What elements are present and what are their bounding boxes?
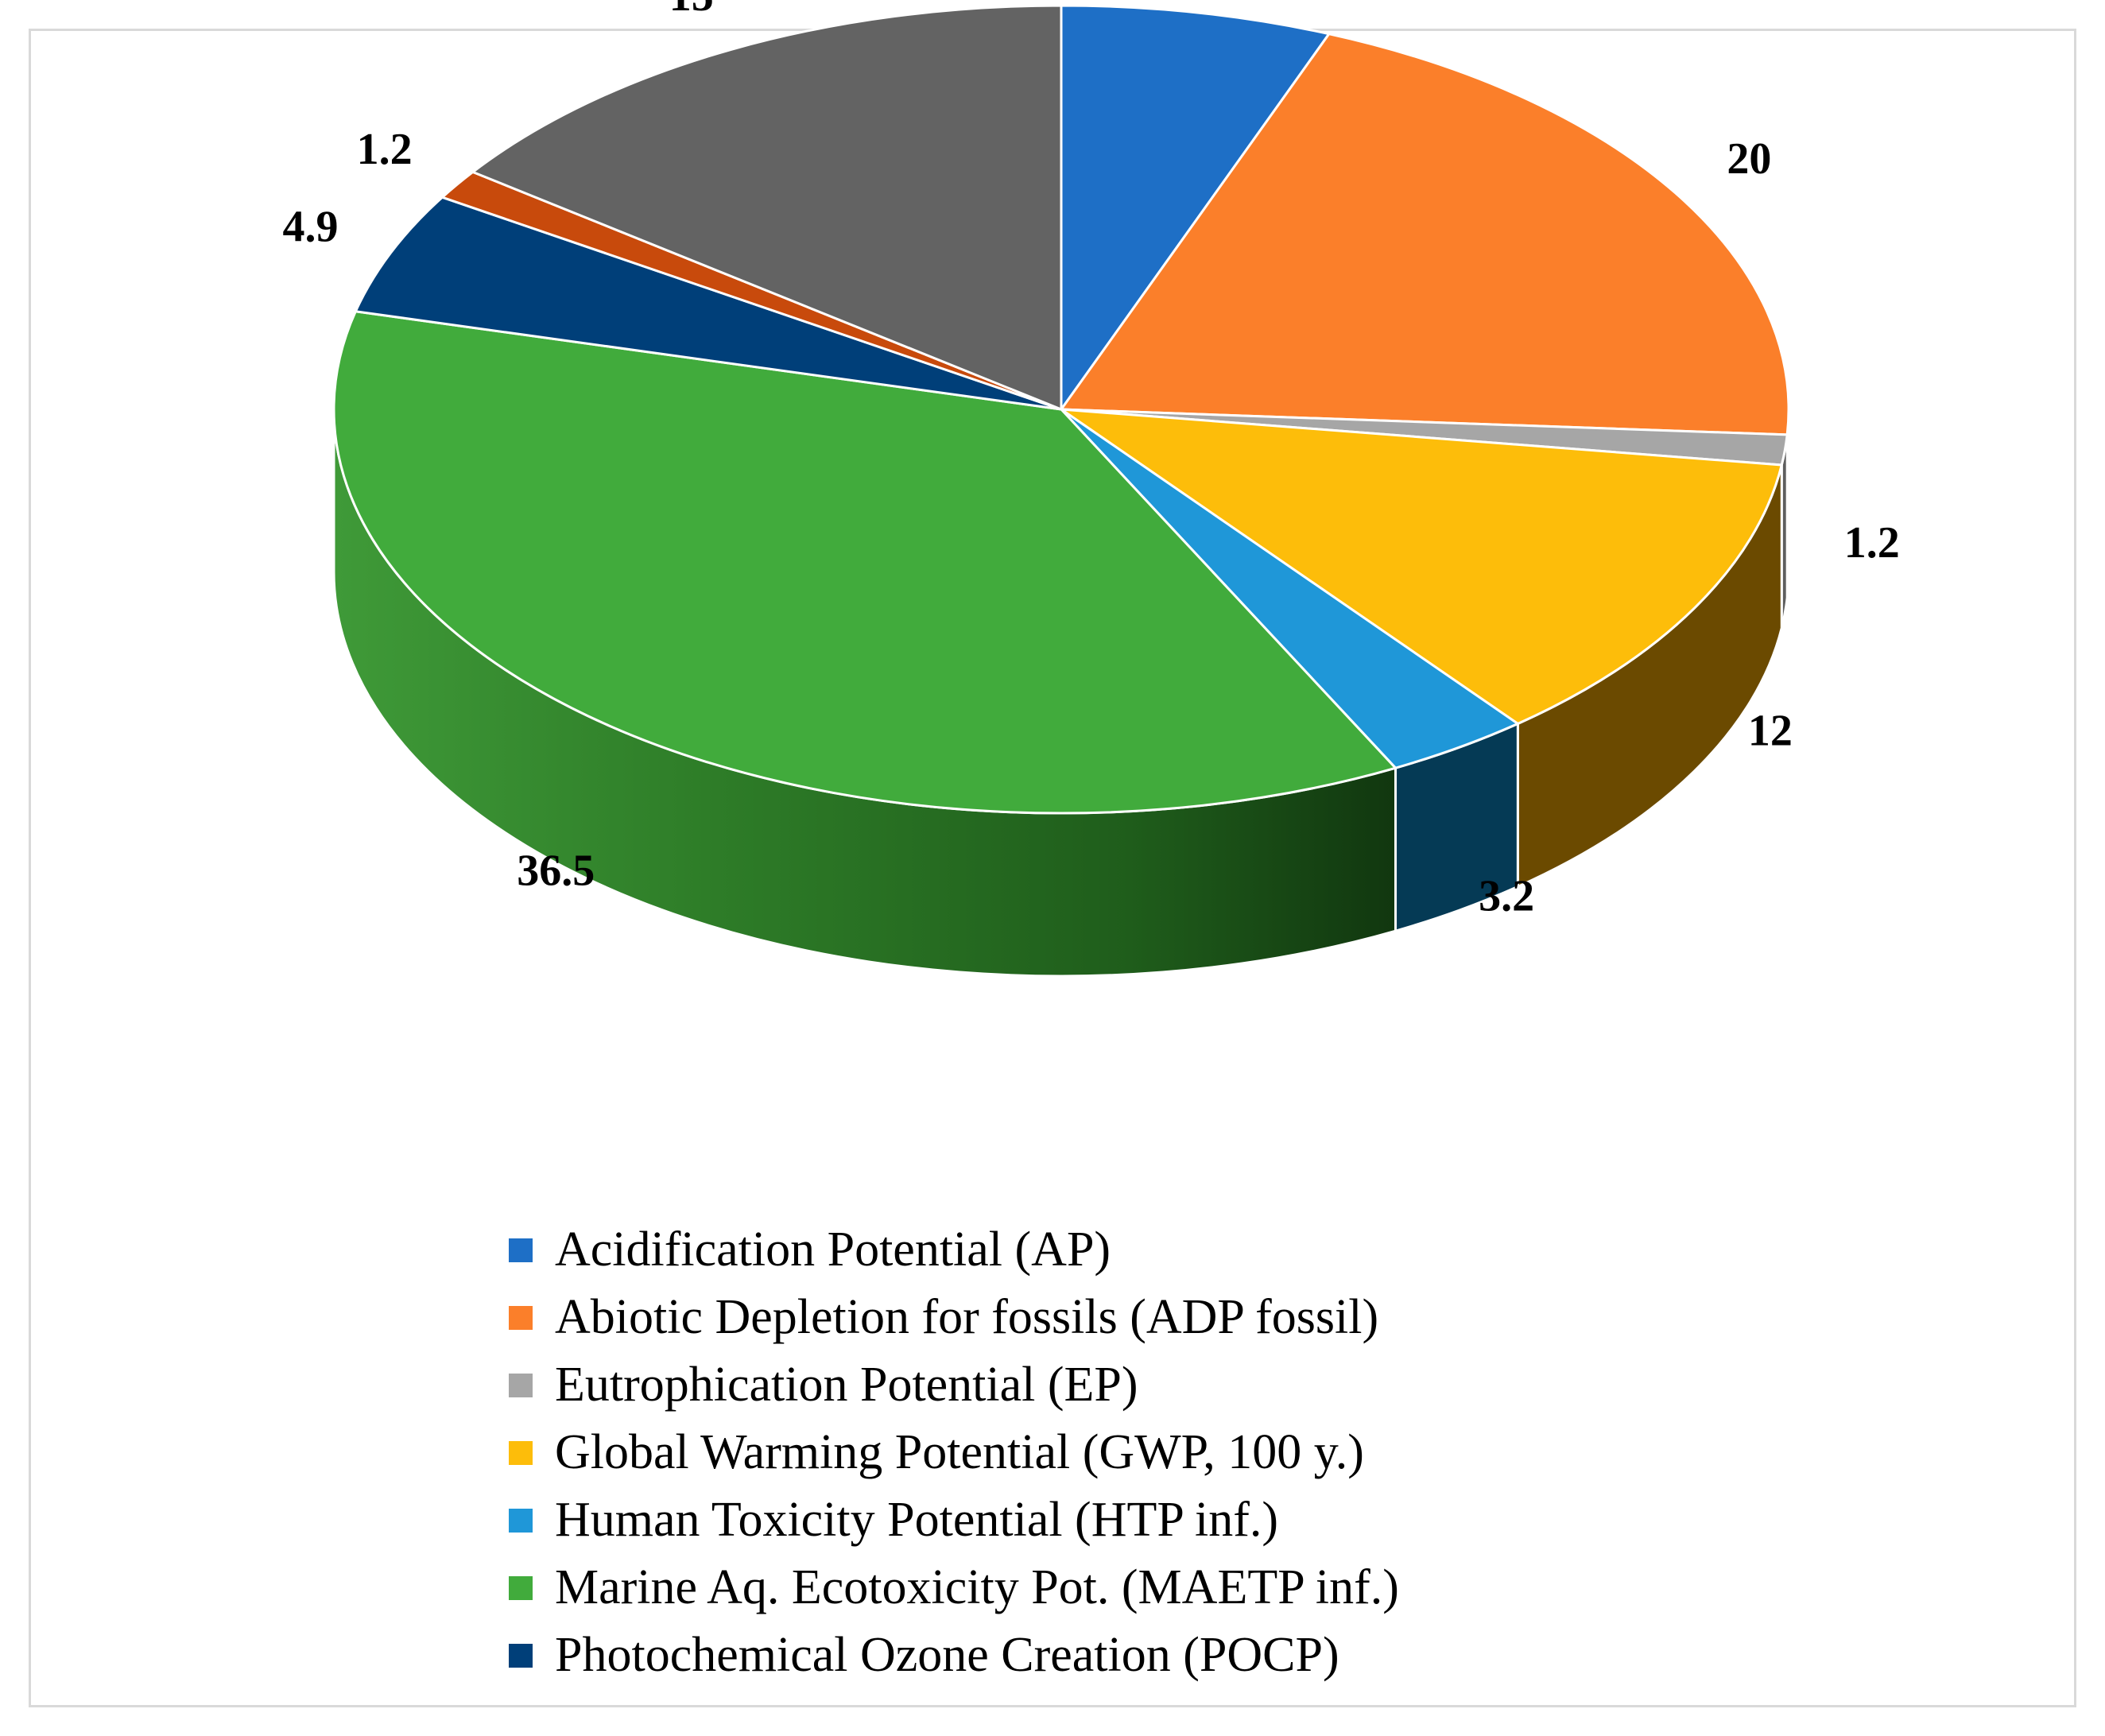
pie-slice-0 bbox=[1060, 4, 1331, 411]
data-label-2: 1.2 bbox=[1844, 518, 1900, 568]
legend-swatch bbox=[509, 1440, 533, 1465]
legend-item: Eutrophication Potential (EP) bbox=[509, 1351, 1622, 1419]
legend-swatch bbox=[509, 1575, 533, 1600]
data-label-5: 36.5 bbox=[517, 847, 595, 896]
pie-slice-1 bbox=[1060, 33, 1790, 436]
pie-sides bbox=[332, 409, 1790, 978]
legend-label: Abiotic Depletion for fossils (ADP fossi… bbox=[555, 1290, 1379, 1344]
legend-label: Human Toxicity Potential (HTP inf.) bbox=[555, 1493, 1279, 1547]
legend: Acidification Potential (AP) Abiotic Depl… bbox=[509, 1216, 1622, 1689]
data-label-7: 1.2 bbox=[357, 125, 413, 174]
legend-label: Acidification Potential (AP) bbox=[555, 1223, 1111, 1277]
legend-swatch bbox=[509, 1373, 533, 1397]
data-label-4: 3.2 bbox=[1479, 872, 1534, 921]
legend-item: Human Toxicity Potential (HTP inf.) bbox=[509, 1486, 1622, 1554]
data-label-1: 20 bbox=[1727, 134, 1771, 184]
legend-item: Abiotic Depletion for fossils (ADP fossi… bbox=[509, 1284, 1622, 1351]
legend-label: Eutrophication Potential (EP) bbox=[555, 1358, 1138, 1412]
data-label-3: 12 bbox=[1748, 707, 1793, 756]
pie-slice-5 bbox=[332, 310, 1398, 815]
legend-label: Marine Aq. Ecotoxicity Pot. (MAETP inf.) bbox=[555, 1560, 1399, 1614]
legend-label: Global Warming Potential (GWP, 100 y.) bbox=[555, 1425, 1364, 1479]
legend-swatch bbox=[509, 1305, 533, 1330]
legend-label: Photochemical Ozone Creation (POCP) bbox=[555, 1628, 1339, 1682]
legend-item: Acidification Potential (AP) bbox=[509, 1216, 1622, 1284]
legend-item: Global Warming Potential (GWP, 100 y.) bbox=[509, 1419, 1622, 1486]
pie-top bbox=[332, 4, 1790, 815]
legend-item: Photochemical Ozone Creation (POCP) bbox=[509, 1622, 1622, 1689]
pie-slice-6 bbox=[354, 196, 1063, 411]
pie-slice-3 bbox=[1060, 408, 1783, 725]
data-label-8: 15 bbox=[669, 0, 714, 21]
legend-swatch bbox=[509, 1643, 533, 1668]
legend-item: Marine Aq. Ecotoxicity Pot. (MAETP inf.) bbox=[509, 1554, 1622, 1622]
legend-swatch bbox=[509, 1238, 533, 1262]
data-label-6: 4.9 bbox=[283, 202, 339, 251]
pie-slice-8 bbox=[471, 4, 1063, 411]
legend-swatch bbox=[509, 1508, 533, 1533]
